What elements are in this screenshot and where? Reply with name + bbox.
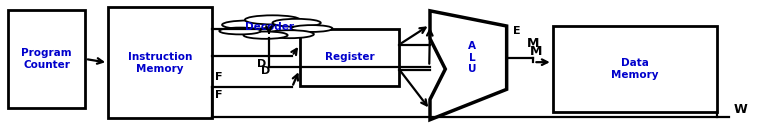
Text: M: M [528, 36, 540, 50]
Bar [108, 7, 211, 118]
Text: Instruction
Memory: Instruction Memory [127, 52, 192, 73]
Text: M: M [530, 45, 542, 58]
Polygon shape [430, 11, 507, 120]
Text: Data
Memory: Data Memory [611, 58, 659, 80]
Circle shape [243, 31, 288, 39]
Text: D: D [260, 66, 270, 76]
Bar [553, 26, 717, 112]
Text: F: F [215, 72, 223, 82]
Text: A
L
U: A L U [468, 41, 476, 74]
Text: E: E [513, 26, 521, 36]
Circle shape [273, 19, 321, 27]
Text: Program
Counter: Program Counter [22, 48, 72, 70]
Circle shape [222, 20, 274, 29]
Bar [300, 29, 399, 86]
Text: Register: Register [325, 52, 374, 62]
Text: Decoder: Decoder [244, 22, 293, 32]
Bar [8, 10, 85, 108]
Circle shape [291, 25, 333, 32]
Text: W: W [733, 103, 747, 116]
Text: D: D [257, 59, 266, 69]
Circle shape [245, 15, 300, 24]
Circle shape [220, 28, 260, 34]
Text: F: F [215, 90, 223, 100]
Circle shape [266, 30, 314, 38]
